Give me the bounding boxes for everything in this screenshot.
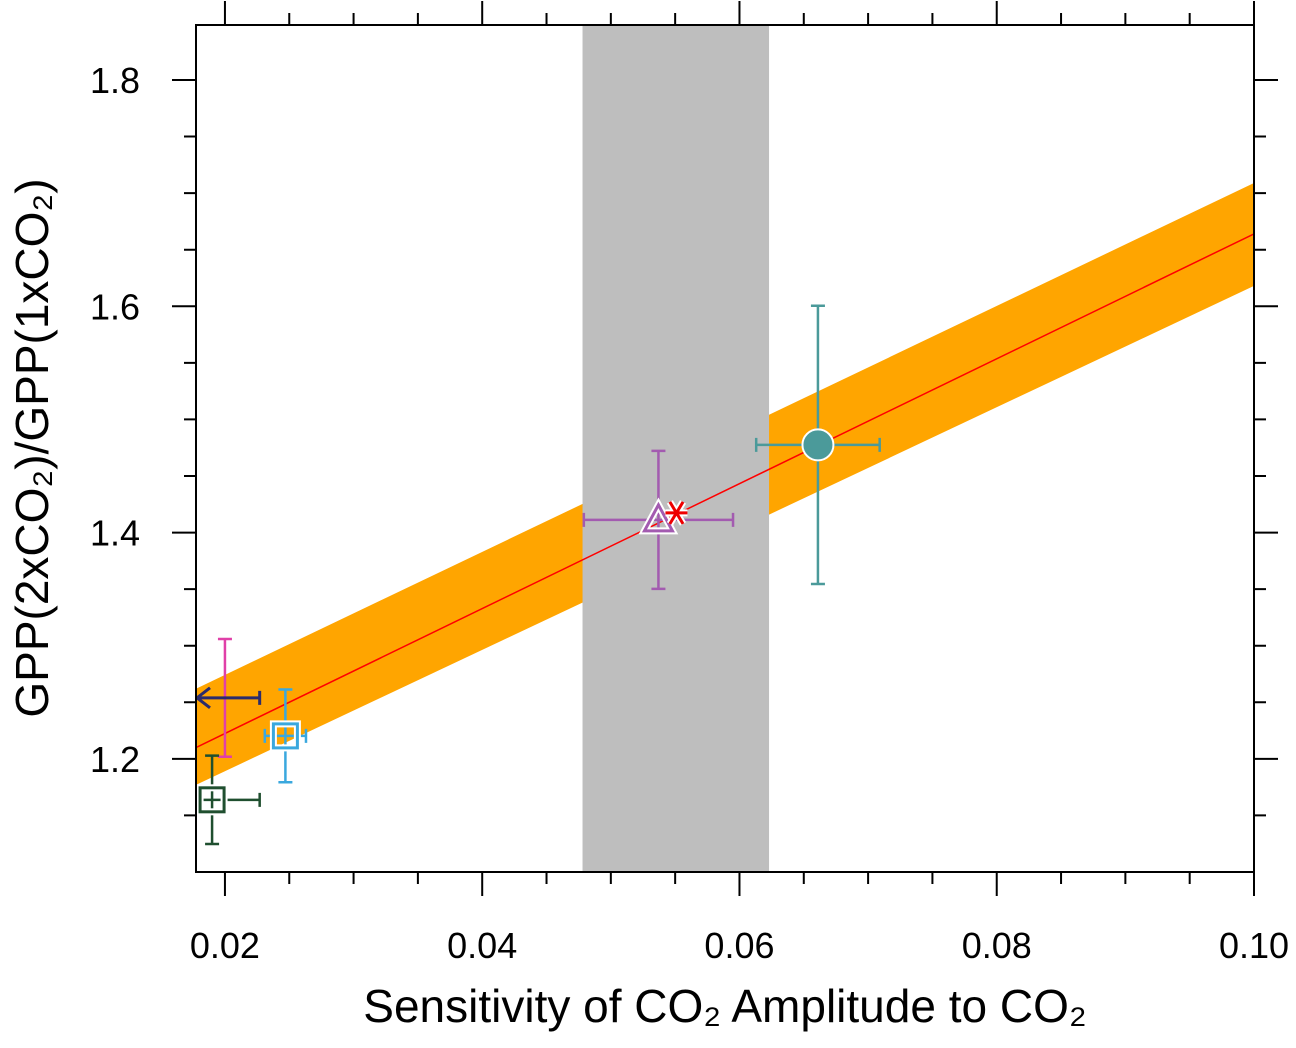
point-marker (803, 430, 833, 460)
x-tick-label: 0.06 (704, 925, 774, 966)
y-tick-label: 1.2 (90, 739, 140, 780)
x-axis-title: Sensitivity of CO₂ Amplitude to CO₂ (363, 980, 1086, 1032)
y-tick-label: 1.8 (90, 60, 140, 101)
x-tick-label: 0.10 (1219, 925, 1289, 966)
plot-area (196, 25, 1254, 872)
point-marker (271, 722, 299, 750)
x-error-bar (582, 512, 735, 527)
observed-range (582, 25, 770, 872)
point-marker (198, 786, 226, 814)
regression-line (196, 233, 1254, 749)
x-error-bar (196, 792, 261, 807)
y-tick-label: 1.6 (90, 286, 140, 327)
x-tick-label: 0.02 (190, 925, 260, 966)
x-tick-label: 0.04 (447, 925, 517, 966)
point-marker (641, 501, 675, 533)
plot-frame (195, 24, 1255, 873)
x-tick-label: 0.08 (962, 925, 1032, 966)
y-axis-title: GPP(2xCO₂)/GPP(1xCO₂) (6, 178, 58, 717)
y-tick-label: 1.4 (90, 513, 140, 554)
axes: 0.02 0.04 0.06 0.08 0.10 1.2 1.4 1.6 1.8 (90, 1, 1289, 966)
point-marker (665, 501, 688, 525)
